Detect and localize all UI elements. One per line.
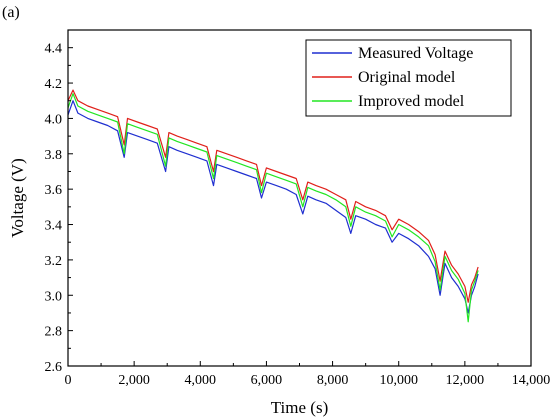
x-tick-label: 14,000 <box>512 373 550 388</box>
x-tick-label: 12,000 <box>446 373 485 388</box>
y-tick-label: 4.2 <box>45 77 63 92</box>
y-tick-label: 2.8 <box>45 325 63 340</box>
y-tick-label: 2.6 <box>45 360 63 375</box>
y-tick-label: 4.4 <box>45 42 63 57</box>
x-tick-label: 4,000 <box>185 373 217 388</box>
x-tick-label: 10,000 <box>379 373 418 388</box>
series-line-measured-voltage <box>67 100 479 314</box>
y-tick-label: 3.0 <box>45 289 63 304</box>
x-tick-label: 6,000 <box>251 373 283 388</box>
y-tick-label: 3.4 <box>45 219 63 234</box>
legend-label-improved: Improved model <box>358 93 465 110</box>
ticks-layer: 0 2,000 4,000 6,000 8,000 10,000 12,000 14,000 2… <box>45 42 550 388</box>
x-tick-label: 0 <box>65 373 72 388</box>
x-tick-label: 8,000 <box>317 373 349 388</box>
y-tick-label: 3.6 <box>45 183 63 198</box>
legend: Measured Voltage Original model Improved… <box>305 39 512 117</box>
series-layer <box>67 89 479 323</box>
plot-frame <box>67 29 532 367</box>
legend-label-original: Original model <box>358 69 456 86</box>
y-tick-label: 3.8 <box>45 148 63 163</box>
y-axis-title: Voltage (V) <box>8 158 27 237</box>
x-tick-label: 2,000 <box>118 373 150 388</box>
y-tick-label: 4.0 <box>45 112 63 127</box>
y-tick-label: 3.2 <box>45 254 63 269</box>
legend-label-measured: Measured Voltage <box>358 45 473 62</box>
panel-label: (a) <box>2 4 20 21</box>
series-line-original-model <box>67 89 479 303</box>
x-axis-title: Time (s) <box>271 398 328 417</box>
series-line-improved-model <box>67 93 479 323</box>
